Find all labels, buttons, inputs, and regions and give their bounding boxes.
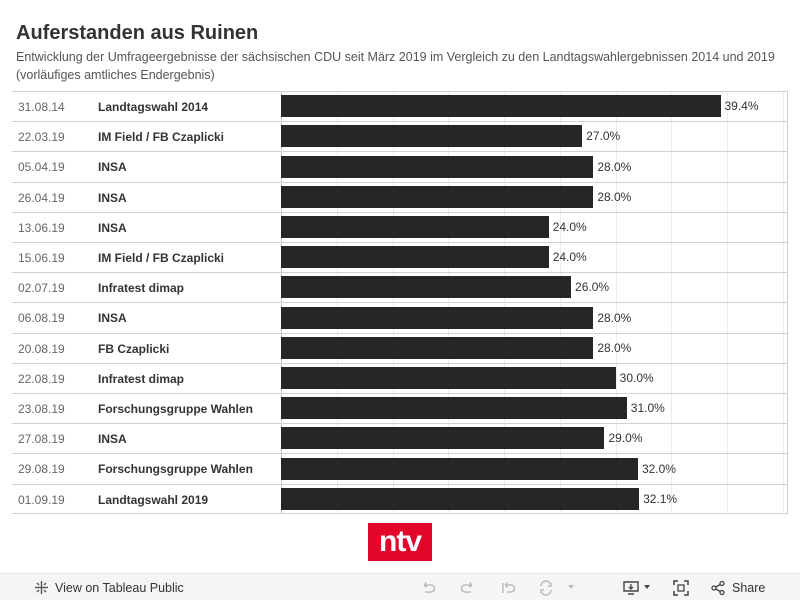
bar[interactable] — [281, 125, 583, 148]
poll-date: 20.08.19 — [18, 341, 65, 356]
poll-date: 26.04.19 — [18, 190, 65, 205]
chart-title: Auferstanden aus Ruinen — [16, 22, 259, 44]
table-row: 13.06.19 INSA — [12, 211, 788, 242]
table-row: 20.08.19 FB Czaplicki — [12, 332, 788, 363]
bar-value-label: 29.0% — [608, 431, 643, 446]
poll-institute: IM Field / FB Czaplicki — [98, 251, 225, 265]
bar[interactable] — [281, 95, 721, 118]
refresh-dropdown-chevron-icon[interactable] — [566, 582, 576, 592]
poll-institute: INSA — [98, 190, 127, 205]
bar-value-label: 28.0% — [597, 310, 632, 325]
bar-value-label: 31.0% — [630, 401, 665, 416]
chart-subtitle: Entwicklung der Umfrageergebnisse der sä… — [16, 50, 775, 82]
bar[interactable] — [281, 246, 549, 269]
bar[interactable] — [281, 215, 549, 238]
poll-institute: Forschungsgruppe Wahlen — [98, 402, 253, 416]
poll-institute: Infratest dimap — [98, 371, 185, 386]
ntv-logo: ntv — [368, 523, 432, 561]
share-button[interactable]: Share — [710, 574, 765, 600]
poll-date: 23.08.19 — [18, 402, 65, 416]
table-row: 29.08.19 Forschungsgruppe Wahlen — [12, 453, 788, 483]
bar[interactable] — [281, 336, 594, 359]
poll-date: 15.06.19 — [18, 251, 65, 265]
table-row: 31.08.14 Landtagswahl 2014 — [12, 91, 788, 121]
table-row: 02.07.19 Infratest dimap — [12, 272, 788, 302]
poll-institute: Landtagswahl 2019 — [98, 492, 209, 507]
table-row: 22.03.19 IM Field / FB Czaplicki — [12, 121, 788, 151]
bar[interactable] — [281, 457, 638, 480]
download-icon[interactable] — [622, 580, 640, 596]
view-on-tableau-link[interactable]: View on Tableau Public — [34, 574, 184, 600]
tableau-toolbar: View on Tableau Public Share — [0, 573, 800, 600]
poll-date: 27.08.19 — [18, 432, 65, 447]
bar-value-label: 27.0% — [586, 129, 621, 144]
poll-institute: IM Field / FB Czaplicki — [98, 130, 225, 145]
bar-value-label: 32.1% — [643, 491, 678, 506]
bar-value-label: 32.0% — [641, 461, 676, 476]
poll-date: 05.04.19 — [18, 160, 65, 175]
poll-institute: Forschungsgruppe Wahlen — [98, 462, 253, 477]
poll-institute: Landtagswahl 2014 — [98, 100, 209, 114]
revert-icon[interactable] — [500, 580, 516, 596]
bar-value-label: 28.0% — [597, 159, 632, 174]
poll-institute: INSA — [98, 160, 127, 175]
share-icon — [710, 580, 726, 596]
bar[interactable] — [281, 276, 572, 299]
bar[interactable] — [281, 306, 594, 329]
table-row: 23.08.19 Forschungsgruppe Wahlen — [12, 393, 788, 423]
redo-icon[interactable] — [460, 580, 476, 596]
bar-value-label: 24.0% — [552, 219, 587, 234]
download-chevron-icon[interactable] — [642, 582, 652, 592]
bar-value-label: 26.0% — [575, 280, 610, 295]
share-label: Share — [732, 580, 766, 595]
poll-institute: INSA — [98, 432, 127, 447]
table-row: 15.06.19 IM Field / FB Czaplicki — [12, 242, 788, 272]
refresh-icon[interactable] — [538, 580, 554, 596]
fullscreen-icon[interactable] — [673, 580, 689, 596]
poll-institute: Infratest dimap — [98, 281, 185, 296]
view-on-tableau-label: View on Tableau Public — [55, 580, 184, 595]
bar-value-label: 24.0% — [552, 250, 587, 265]
table-row: 01.09.19 Landtagswahl 2019 — [12, 483, 788, 514]
poll-institute: INSA — [98, 311, 127, 326]
bar[interactable] — [281, 155, 594, 178]
table-row: 05.04.19 INSA — [12, 151, 788, 181]
table-row: 06.08.19 INSA — [12, 302, 788, 332]
bar-value-label: 28.0% — [597, 189, 632, 204]
bar[interactable] — [281, 366, 616, 389]
bar-value-label: 30.0% — [619, 370, 654, 385]
data-table: 31.08.14 Landtagswahl 2014 22.03.19 IM Fiel… — [12, 91, 788, 514]
poll-institute: INSA — [98, 220, 127, 235]
tableau-icon — [34, 580, 49, 595]
poll-date: 29.08.19 — [18, 462, 65, 477]
bar[interactable] — [281, 487, 640, 510]
poll-date: 13.06.19 — [18, 220, 65, 235]
bar[interactable] — [281, 397, 627, 420]
bar-value-label: 28.0% — [597, 340, 632, 355]
bar-value-label: 39.4% — [724, 99, 759, 114]
poll-date: 06.08.19 — [18, 311, 65, 326]
poll-date: 22.03.19 — [18, 130, 65, 145]
poll-date: 22.08.19 — [18, 371, 65, 386]
table-row: 26.04.19 INSA — [12, 181, 788, 212]
bar[interactable] — [281, 427, 605, 450]
poll-institute: FB Czaplicki — [98, 341, 170, 356]
undo-icon[interactable] — [420, 580, 436, 596]
poll-date: 02.07.19 — [18, 281, 65, 296]
poll-date: 01.09.19 — [18, 492, 65, 507]
table-row: 22.08.19 Infratest dimap — [12, 362, 788, 393]
bar[interactable] — [281, 185, 594, 208]
table-row: 27.08.19 INSA — [12, 423, 788, 453]
poll-date: 31.08.14 — [18, 100, 65, 114]
